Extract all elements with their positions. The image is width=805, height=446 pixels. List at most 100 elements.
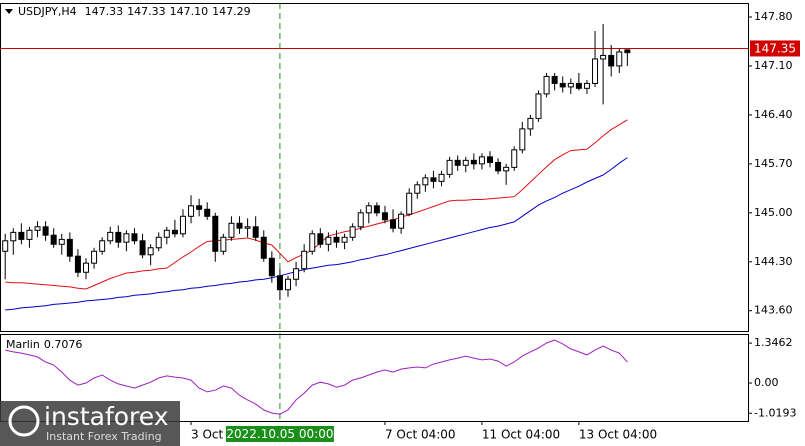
crosshair-label-box [225, 426, 334, 442]
x-tick-label: 11 Oct 04:00 [482, 428, 560, 442]
candle-body [301, 250, 308, 270]
y-tick-label: 143.60 [754, 304, 793, 317]
price-label-box [750, 40, 800, 57]
crosshair-label: 2022.10.05 00:00 [226, 427, 333, 441]
y-tick-label: 147.80 [754, 10, 793, 23]
candle-body [551, 75, 558, 84]
candle-body [575, 82, 582, 89]
candle-body [268, 257, 275, 277]
candle-body [188, 205, 195, 217]
candle-body [624, 49, 631, 54]
candle-body [333, 236, 340, 243]
candle-body [18, 231, 25, 240]
y-tick-label: 145.70 [754, 157, 793, 170]
candle-body [325, 236, 332, 245]
candle-body [107, 231, 114, 242]
candle-body [398, 213, 405, 229]
candle-body [34, 226, 41, 231]
candle-body [567, 82, 574, 88]
candle-body [115, 231, 122, 243]
candle-body [196, 205, 203, 210]
candle-body [171, 229, 178, 235]
indicator-value: 0.7076 [44, 338, 83, 351]
candle-body [123, 233, 130, 243]
high: 147.33 [127, 5, 166, 18]
candle-body [616, 51, 623, 67]
price-label: 147.35 [754, 41, 796, 55]
candle-body [131, 233, 138, 242]
indicator-pane [0, 334, 749, 422]
candle-body [317, 233, 324, 245]
main-pane [0, 3, 749, 332]
candle-body [155, 236, 162, 249]
candle-body [414, 184, 421, 194]
watermark: instaforex Instant Forex Trading [0, 401, 180, 446]
candle-body [83, 262, 89, 273]
candle-body [285, 278, 291, 291]
candle-body [10, 231, 17, 242]
indicator-header: Marlin 0.7076 [6, 338, 82, 351]
candle-body [26, 229, 33, 240]
watermark-logo [8, 405, 40, 437]
candle-body [212, 215, 219, 252]
candle-body [220, 236, 227, 252]
low: 147.10 [170, 5, 209, 18]
candle-body [462, 159, 469, 166]
candle-body [592, 58, 599, 84]
candle-body [454, 159, 461, 166]
candle-body [559, 82, 566, 88]
candle-body [99, 240, 106, 252]
layer: 147.80 147.10 146.40 145.70 145.00 144.30 143.… [0, 3, 800, 442]
watermark-brand: instaforex [44, 402, 169, 431]
indicator-name: Marlin [6, 338, 40, 351]
indicator-y-tick-label: 1.3462 [754, 336, 793, 349]
candle-body [373, 205, 380, 214]
candle-body [543, 75, 550, 95]
indicator-line [5, 339, 628, 415]
candle-body [381, 212, 388, 221]
candle-body [511, 149, 518, 168]
candle-body [58, 238, 65, 245]
candle-body [600, 54, 607, 60]
candle-body [309, 233, 316, 252]
watermark-tagline: Instant Forex Trading [46, 430, 162, 443]
x-tick-label: 13 Oct 04:00 [579, 428, 657, 442]
indicator-y-tick-label: 0.00 [754, 376, 779, 389]
candle-body [487, 156, 493, 163]
candle-body [293, 268, 300, 280]
candle-body [406, 192, 413, 215]
chart-header: USDJPY,H4 147.33 147.33 147.10 147.29 [18, 5, 251, 18]
candle-body [163, 229, 170, 238]
candle-body [228, 222, 235, 238]
candle-body [66, 238, 73, 257]
candle-body [583, 82, 590, 89]
x-tick-label: 3 Oct [191, 428, 223, 442]
y-tick-label: 146.40 [754, 108, 793, 121]
candle-body [179, 215, 186, 235]
candle-body [50, 234, 57, 245]
y-tick-label: 144.30 [754, 255, 793, 268]
candle-body [276, 275, 283, 291]
close: 147.29 [212, 5, 251, 18]
candle-body [527, 117, 534, 130]
candle-body [2, 240, 9, 252]
candle-body [74, 255, 81, 273]
candle-body [430, 177, 437, 182]
moving-average [5, 119, 628, 290]
candle-body [252, 226, 259, 238]
candle-body [260, 236, 267, 259]
y-tick-label: 145.00 [754, 206, 793, 219]
x-tick-label: 7 Oct 04:00 [385, 428, 456, 442]
candle-body [349, 226, 356, 238]
candle-body [91, 250, 98, 264]
candle-body [42, 226, 49, 236]
candle-body [535, 93, 542, 119]
open: 147.33 [85, 5, 124, 18]
symbol-menu-icon [5, 9, 13, 14]
indicator-y-tick-label: -1.0193 [754, 406, 796, 419]
candle-body [495, 161, 502, 172]
candle-body [236, 222, 243, 229]
candle-body [446, 159, 453, 175]
candle-body [390, 219, 397, 229]
